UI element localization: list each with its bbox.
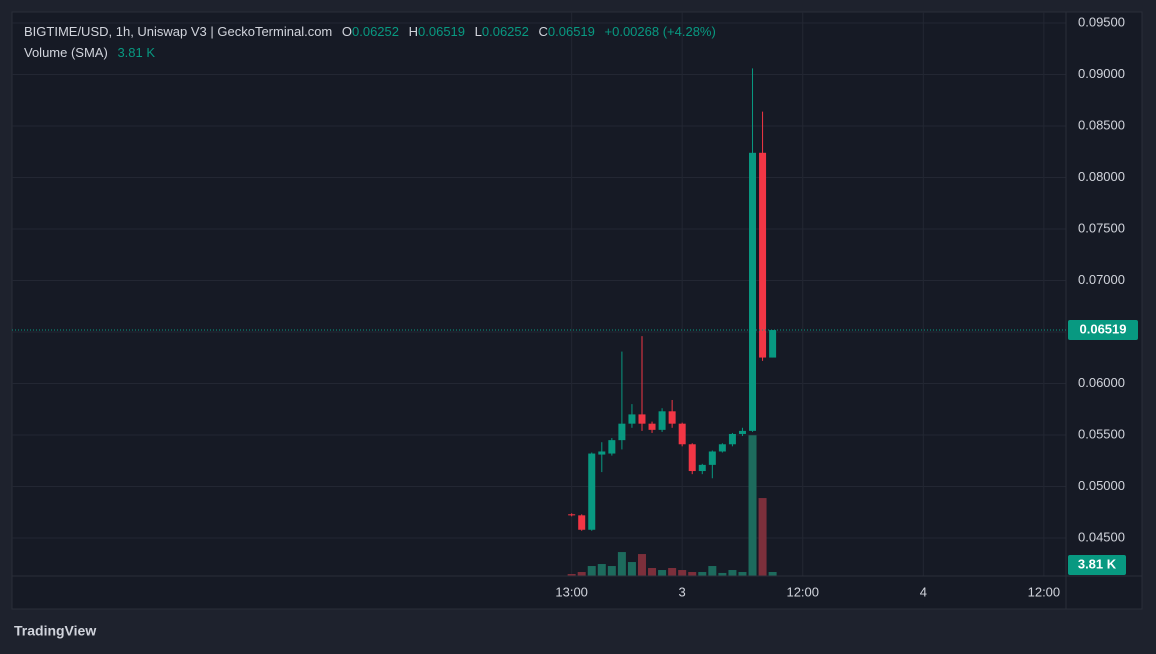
volume-bar	[678, 570, 687, 576]
candle-body	[718, 444, 726, 452]
ohlc-letter: C	[539, 24, 548, 39]
volume-bar	[688, 572, 697, 576]
candle-body	[618, 423, 626, 441]
volume-bar	[658, 570, 667, 576]
x-tick-label: 3	[679, 584, 686, 599]
volume-bar	[617, 552, 626, 576]
y-tick-label: 0.09000	[1078, 66, 1125, 81]
legend-header: BIGTIME/USD, 1h, Uniswap V3 | GeckoTermi…	[24, 24, 716, 39]
volume-bar	[627, 562, 636, 576]
chart-title: BIGTIME/USD, 1h, Uniswap V3 | GeckoTermi…	[24, 24, 332, 39]
candle-body	[628, 414, 636, 424]
volume-bar	[577, 572, 586, 576]
y-tick-label: 0.06000	[1078, 375, 1125, 390]
candle-body	[608, 440, 616, 454]
grid	[12, 12, 1066, 576]
volume-tag	[1068, 555, 1126, 575]
marks	[567, 68, 777, 576]
y-tick-label: 0.07500	[1078, 220, 1125, 235]
volume-bar	[567, 574, 576, 576]
candle-body	[658, 411, 666, 430]
volume-tag-label: 3.81 K	[1078, 556, 1117, 571]
ohlc-value: 0.06519	[548, 24, 595, 39]
x-tick-label: 4	[920, 584, 927, 599]
ohlc-value: 0.06252	[352, 24, 399, 39]
volume-legend: Volume (SMA) 3.81 K	[24, 45, 155, 60]
volume-bar	[738, 572, 747, 576]
volume-bar	[698, 572, 707, 576]
volume-bar	[758, 498, 767, 576]
volume-bar	[728, 570, 737, 576]
candle-body	[588, 453, 596, 530]
candle-body	[638, 414, 646, 424]
candle-body	[738, 430, 746, 434]
last-price-tag	[1068, 320, 1138, 341]
volume-bar	[607, 566, 616, 576]
candle-body	[769, 330, 777, 358]
candle-body	[568, 514, 576, 516]
volume-bar	[648, 568, 657, 576]
ohlc-letter: H	[409, 24, 418, 39]
ohlc-value: 0.06519	[418, 24, 465, 39]
chart-frame	[11, 11, 1143, 610]
candle-body	[688, 444, 696, 472]
volume-bar	[748, 435, 757, 576]
y-tick-label: 0.08500	[1078, 117, 1125, 132]
x-tick-label: 12:00	[1028, 584, 1061, 599]
volume-bar	[587, 566, 596, 576]
candle-body	[759, 152, 767, 358]
y-tick-label: 0.09500	[1078, 14, 1125, 29]
y-tick-label: 0.05500	[1078, 426, 1125, 441]
volume-last: 3.81 K	[117, 45, 155, 60]
change-label: +0.00268 (+4.28%)	[605, 24, 716, 39]
x-tick-label: 12:00	[786, 584, 819, 599]
y-tick-label: 0.08000	[1078, 169, 1125, 184]
volume-bar	[768, 571, 777, 576]
candle-body	[698, 464, 706, 472]
ohlc-letter: L	[475, 24, 482, 39]
volume-bar	[718, 572, 727, 576]
y-tick-label: 0.04500	[1078, 529, 1125, 544]
candle-body	[749, 152, 757, 431]
volume-bar	[637, 554, 646, 576]
candle-body	[668, 411, 676, 424]
volume-bar	[708, 566, 717, 576]
candle-body	[728, 433, 736, 445]
ohlc-letter: O	[342, 24, 352, 39]
y-tick-label: 0.07000	[1078, 272, 1125, 287]
volume-bar	[668, 568, 677, 576]
candle-body	[648, 423, 656, 430]
brand: TradingView	[14, 623, 96, 639]
y-tick-label: 0.05000	[1078, 478, 1125, 493]
candle-body	[598, 451, 606, 455]
candle-body	[708, 451, 716, 465]
volume-name: Volume (SMA)	[24, 45, 108, 60]
ohlc-value: 0.06252	[482, 24, 529, 39]
volume-bar	[597, 564, 606, 576]
candle-body	[678, 423, 686, 445]
last-price-label: 0.06519	[1080, 321, 1127, 336]
candle-body	[578, 515, 586, 530]
x-tick-label: 13:00	[555, 584, 588, 599]
